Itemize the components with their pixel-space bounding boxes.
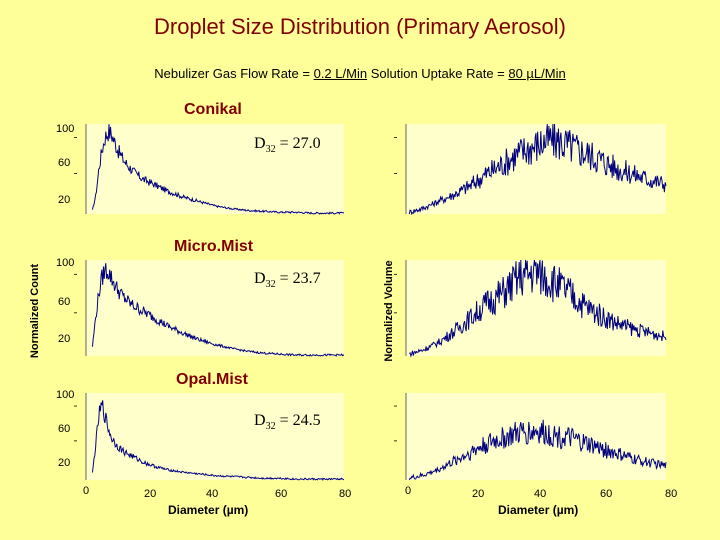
- d32-conikal: D32 = 27.0: [254, 135, 321, 156]
- ytick-label: 20: [58, 457, 71, 469]
- xtick-label: 40: [206, 488, 219, 500]
- method-title-micromist: Micro.Mist: [174, 238, 254, 255]
- d32-micromist: D32 = 23.7: [254, 270, 321, 291]
- d32-opalmist: D32 = 24.5: [254, 412, 321, 433]
- ytick-label: 60: [58, 157, 71, 169]
- plot-area-2: [86, 260, 344, 356]
- xtick-label: 0: [83, 485, 90, 497]
- series-line-5: [408, 419, 667, 481]
- series-line-2: [92, 263, 345, 357]
- gas-flow-rate: 0.2 L/Min: [313, 66, 368, 81]
- subtitle: Nebulizer Gas Flow Rate = 0.2 L/Min Solu…: [0, 66, 720, 81]
- xtick-label: 20: [472, 488, 485, 500]
- ytick-label: 20: [58, 194, 71, 206]
- xtick-label: 40: [534, 488, 547, 500]
- xtick-label: 60: [275, 488, 288, 500]
- xtick-label: 80: [665, 488, 678, 500]
- series-line-0: [92, 124, 345, 215]
- method-title-opalmist: Opal.Mist: [176, 371, 249, 388]
- ytick-label: 60: [58, 296, 71, 308]
- xtick-label: 80: [339, 488, 352, 500]
- plot-area-5: [406, 393, 666, 480]
- ytick-label: 100: [56, 123, 75, 135]
- uptake-rate: 80 µL/Min: [508, 66, 566, 81]
- series-line-1: [408, 123, 667, 216]
- subtitle-prefix: Nebulizer Gas Flow Rate =: [154, 66, 314, 81]
- xtick-label: 60: [600, 488, 613, 500]
- ytick-label: 100: [56, 257, 75, 269]
- method-title-conikal: Conikal: [184, 101, 242, 118]
- x-axis-title-volume: Diameter (µm): [498, 503, 579, 517]
- ytick-label: 60: [58, 423, 71, 435]
- series-line-4: [92, 400, 345, 481]
- series-line-3: [409, 259, 667, 358]
- page-title: Droplet Size Distribution (Primary Aeros…: [153, 14, 567, 39]
- y-axis-title-volume: Normalized Volume: [383, 260, 395, 362]
- xtick-label: 0: [405, 485, 412, 497]
- ytick-label: 20: [58, 333, 71, 345]
- y-axis-title-count: Normalized Count: [29, 263, 41, 359]
- xtick-label: 20: [144, 488, 157, 500]
- x-axis-title-count: Diameter (µm): [168, 503, 249, 517]
- subtitle-middle: Solution Uptake Rate =: [367, 66, 509, 81]
- ytick-label: 100: [56, 389, 75, 401]
- plot-area-4: [86, 393, 344, 480]
